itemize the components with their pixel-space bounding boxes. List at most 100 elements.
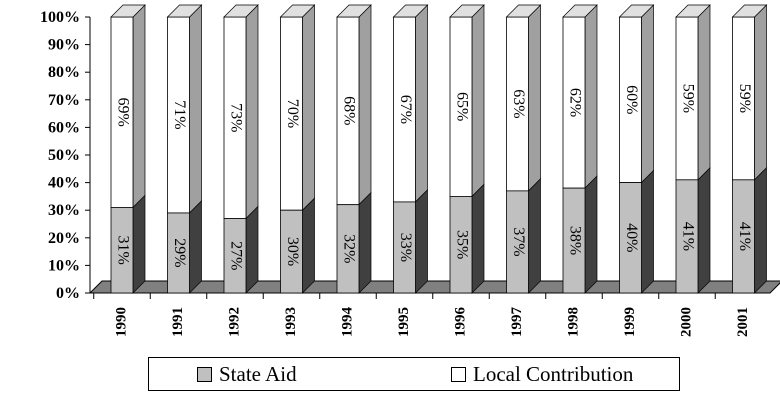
bar-side-state-aid <box>584 175 598 294</box>
legend-item-state-aid: State Aid <box>197 362 297 387</box>
bars: 31% 69% 29% 71% 27% 73% 30% 70% 32% 68% 33% 67% 35% 6… <box>110 4 768 294</box>
bar-top-cap <box>675 4 711 18</box>
data-label-state-aid: 40% <box>623 223 640 252</box>
x-tick-label: 1994 <box>339 307 355 338</box>
bar-top-cap <box>223 4 259 18</box>
x-tick-label: 1996 <box>452 307 468 338</box>
bar-side-state-aid <box>697 166 711 294</box>
legend: State Aid Local Contribution <box>148 357 680 391</box>
bar-top-cap <box>449 4 485 18</box>
bar-state-aid <box>223 218 247 294</box>
data-label-state-aid: 29% <box>171 238 188 267</box>
data-label-state-aid: 37% <box>510 227 527 256</box>
legend-item-local-contribution: Local Contribution <box>451 362 633 387</box>
data-label-state-aid: 41% <box>736 222 753 251</box>
x-tick-label: 2000 <box>678 307 694 337</box>
y-tick-label: 80% <box>48 64 80 81</box>
y-tick-label: 100% <box>40 9 80 26</box>
bar-side-local-contribution <box>754 4 767 181</box>
data-label-local-contribution: 59% <box>679 84 696 113</box>
bar-side-state-aid <box>471 183 485 294</box>
bar-state-aid <box>280 209 303 294</box>
x-tick-label: 1990 <box>113 307 129 337</box>
x-tick-label: 1992 <box>226 307 242 337</box>
x-tick-label: 1993 <box>283 307 299 337</box>
legend-swatch-state-aid <box>197 367 212 382</box>
bar-state-aid <box>110 207 134 294</box>
bar-side-state-aid <box>528 178 541 294</box>
bar-top-cap <box>279 4 316 18</box>
y-tick-label: 40% <box>48 175 80 192</box>
data-label-local-contribution: 70% <box>284 99 301 128</box>
data-label-local-contribution: 69% <box>114 98 131 127</box>
legend-label-local-contribution: Local Contribution <box>473 362 634 386</box>
bar-state-aid <box>167 212 190 294</box>
bar-side-local-contribution <box>189 4 202 214</box>
x-tick-label: 1991 <box>170 307 186 337</box>
y-tick-label: 70% <box>48 92 80 109</box>
bar-state-aid <box>506 190 529 294</box>
data-label-local-contribution: 71% <box>171 100 188 129</box>
data-label-local-contribution: 62% <box>566 88 583 117</box>
bar-side-local-contribution <box>641 4 654 184</box>
bar-side-state-aid <box>302 197 315 294</box>
data-label-local-contribution: 67% <box>397 95 414 124</box>
data-label-state-aid: 32% <box>340 234 357 263</box>
data-label-local-contribution: 68% <box>340 96 357 125</box>
bar-top-cap <box>392 4 429 18</box>
y-axis: 0% 10% 20% 30% 40% 50% 60% 70% 80% 90% 100% <box>40 9 770 302</box>
legend-label-state-aid: State Aid <box>219 362 297 386</box>
bar-top-cap <box>110 4 146 18</box>
x-tick-label: 1998 <box>565 307 581 337</box>
x-tick-label: 1997 <box>509 307 525 338</box>
bar-side-local-contribution <box>358 4 372 206</box>
bar-top-cap <box>731 4 768 18</box>
x-axis: 1990 1991 1992 1993 1994 1995 1996 1997 1998 1999… <box>93 293 751 338</box>
bar-state-aid <box>675 179 699 294</box>
x-tick-label: 1995 <box>396 307 412 337</box>
bar-top-cap <box>166 4 203 18</box>
bar-side-local-contribution <box>132 4 146 209</box>
y-tick-label: 10% <box>48 257 80 274</box>
bar-side-local-contribution <box>245 4 259 220</box>
bar-state-aid <box>336 204 360 294</box>
data-label-local-contribution: 60% <box>623 85 640 114</box>
y-tick-label: 20% <box>48 230 80 247</box>
bar-side-local-contribution <box>415 4 428 203</box>
bar-side-local-contribution <box>471 4 485 198</box>
bar-side-state-aid <box>245 205 259 294</box>
bar-side-state-aid <box>415 189 428 294</box>
bar-side-state-aid <box>132 194 146 294</box>
bar-side-local-contribution <box>697 4 711 181</box>
bar-side-local-contribution <box>528 4 541 192</box>
data-label-local-contribution: 59% <box>736 84 753 113</box>
data-label-state-aid: 33% <box>397 233 414 262</box>
bar-top-cap <box>505 4 542 18</box>
y-tick-label: 60% <box>48 119 80 136</box>
bar-top-cap <box>562 4 598 18</box>
data-label-state-aid: 30% <box>284 237 301 266</box>
data-label-state-aid: 35% <box>453 230 470 259</box>
x-tick-label: 1999 <box>622 307 638 337</box>
y-tick-label: 50% <box>48 147 80 164</box>
bar-top-cap <box>618 4 655 18</box>
bar-side-local-contribution <box>302 4 315 212</box>
bar-side-state-aid <box>754 166 767 294</box>
data-label-state-aid: 41% <box>679 222 696 251</box>
bar-side-state-aid <box>641 169 654 294</box>
data-label-local-contribution: 63% <box>510 89 527 118</box>
data-label-state-aid: 27% <box>227 241 244 270</box>
data-label-local-contribution: 73% <box>227 103 244 132</box>
bar-side-local-contribution <box>584 4 598 189</box>
y-tick-label: 90% <box>48 37 80 54</box>
bar-state-aid <box>393 201 416 294</box>
bar-state-aid <box>732 179 755 294</box>
legend-swatch-local-contribution <box>451 367 466 382</box>
y-tick-label: 0% <box>56 285 80 302</box>
bar-top-cap <box>336 4 372 18</box>
bar-side-state-aid <box>189 200 202 294</box>
data-label-state-aid: 38% <box>566 226 583 255</box>
y-tick-label: 30% <box>48 202 80 219</box>
